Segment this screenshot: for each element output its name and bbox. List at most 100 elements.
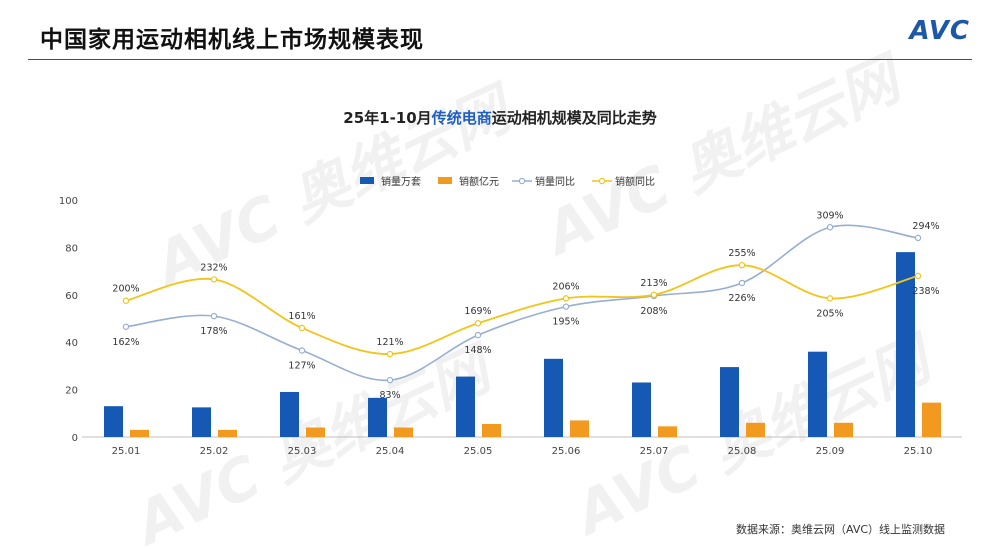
y-axis: 0 20 40 60 80 100 [59,196,78,444]
bar-volume [544,358,563,437]
point-amount-yoy [298,324,306,332]
source-note: 数据来源：奥维云网（AVC）线上监测数据 [736,523,946,536]
point-volume-yoy [474,331,482,339]
legend-swatch-marker [598,177,606,185]
bar-amount [218,429,237,437]
point-volume-yoy [210,312,218,320]
x-tick-label: 25.04 [376,446,405,457]
legend-label: 销量万套 [381,175,421,188]
label-amount-yoy: 213% [640,278,667,289]
x-tick-label: 25.01 [112,446,141,457]
x-axis: 25.01 25.02 25.03 25.04 25.05 25.06 25.07 25.08… [82,436,962,457]
legend: 销量万套 销额亿元 销量同比 销额同比 [360,175,655,188]
bar-amount [130,429,149,437]
bar-amount [834,422,853,437]
point-amount-yoy [562,295,570,302]
bar-amount [746,422,765,437]
chart-title-suffix: 运动相机规模及同比走势 [491,109,657,127]
x-tick-label: 25.07 [640,446,669,457]
page-title: 中国家用运动相机线上市场规模表现 [40,27,424,53]
line-amount-yoy [125,264,919,355]
legend-label: 销额亿元 [459,175,499,188]
point-amount-yoy [210,276,218,283]
point-amount-yoy [650,291,658,298]
bar-amount [394,427,413,437]
line-volume-yoy [125,224,919,382]
bar-volume [632,382,651,437]
point-amount-yoy [474,320,482,327]
point-amount-yoy [738,261,746,269]
bar-volume [720,367,739,437]
label-volume-yoy: 309% [816,210,843,221]
label-amount-yoy: 161% [288,311,315,322]
avc-logo: AVC [909,16,970,46]
y-tick-label: 0 [72,433,78,444]
label-amount-yoy: 206% [552,281,579,292]
point-amount-yoy [122,297,130,304]
y-tick-label: 60 [65,291,78,302]
bar-amount [306,427,325,437]
legend-swatch [438,177,452,184]
label-amount-yoy: 121% [376,337,403,348]
x-tick-label: 25.10 [904,446,933,457]
data-labels: 162% 200% 178% 232% 127% 161% 83% 121% 148% 169% 1… [112,210,939,401]
point-volume-yoy [826,224,834,231]
bar-volume [280,391,299,437]
point-volume-yoy [914,234,922,242]
bar-volume [456,376,475,437]
bar-amount [482,423,501,437]
chart-title-prefix: 25年1-10月 [343,109,432,127]
x-tick-label: 25.05 [464,446,493,457]
label-amount-yoy: 169% [464,306,491,317]
label-amount-yoy: 205% [816,308,843,319]
point-volume-yoy [562,303,570,310]
label-volume-yoy: 162% [112,337,139,348]
label-volume-yoy: 83% [379,390,400,401]
x-tick-label: 25.03 [288,446,317,457]
bar-amount [570,420,589,437]
label-amount-yoy: 255% [728,248,755,259]
bar-amount [658,426,677,437]
y-tick-label: 80 [65,243,78,254]
point-amount-yoy [386,350,394,358]
bar-volume [368,397,387,437]
label-volume-yoy: 178% [200,326,227,337]
chart-title: 25年1-10月传统电商运动相机规模及同比走势 [0,107,1000,128]
bar-volume [808,351,827,437]
bar-amount [922,402,941,437]
point-volume-yoy [122,323,130,330]
bar-volume [192,407,211,437]
point-volume-yoy [738,279,746,287]
bar-volume [104,406,123,437]
point-amount-yoy [826,295,834,302]
y-tick-label: 20 [65,386,78,397]
point-amount-yoy [914,272,922,280]
legend-label: 销额同比 [615,175,655,188]
label-amount-yoy: 238% [912,286,939,297]
label-volume-yoy: 127% [288,360,315,371]
point-volume-yoy [298,347,306,354]
y-tick-label: 100 [59,196,78,207]
legend-label: 销量同比 [535,175,575,188]
header-divider [28,59,972,60]
x-tick-label: 25.09 [816,446,845,457]
x-tick-label: 25.02 [200,446,229,457]
label-volume-yoy: 148% [464,345,491,356]
bars [104,252,941,437]
legend-swatch [360,177,374,184]
x-tick-label: 25.08 [728,446,757,457]
legend-swatch-marker [518,177,526,185]
label-amount-yoy: 232% [200,262,227,273]
y-tick-label: 40 [65,338,78,349]
lines [122,224,922,384]
x-tick-label: 25.06 [552,446,581,457]
label-volume-yoy: 294% [912,221,939,232]
chart-title-highlight: 传统电商 [431,109,492,127]
label-volume-yoy: 208% [640,306,667,317]
bar-volume [896,252,915,437]
label-volume-yoy: 195% [552,317,579,328]
point-volume-yoy [386,376,394,384]
label-amount-yoy: 200% [112,284,139,295]
label-volume-yoy: 226% [728,293,755,304]
